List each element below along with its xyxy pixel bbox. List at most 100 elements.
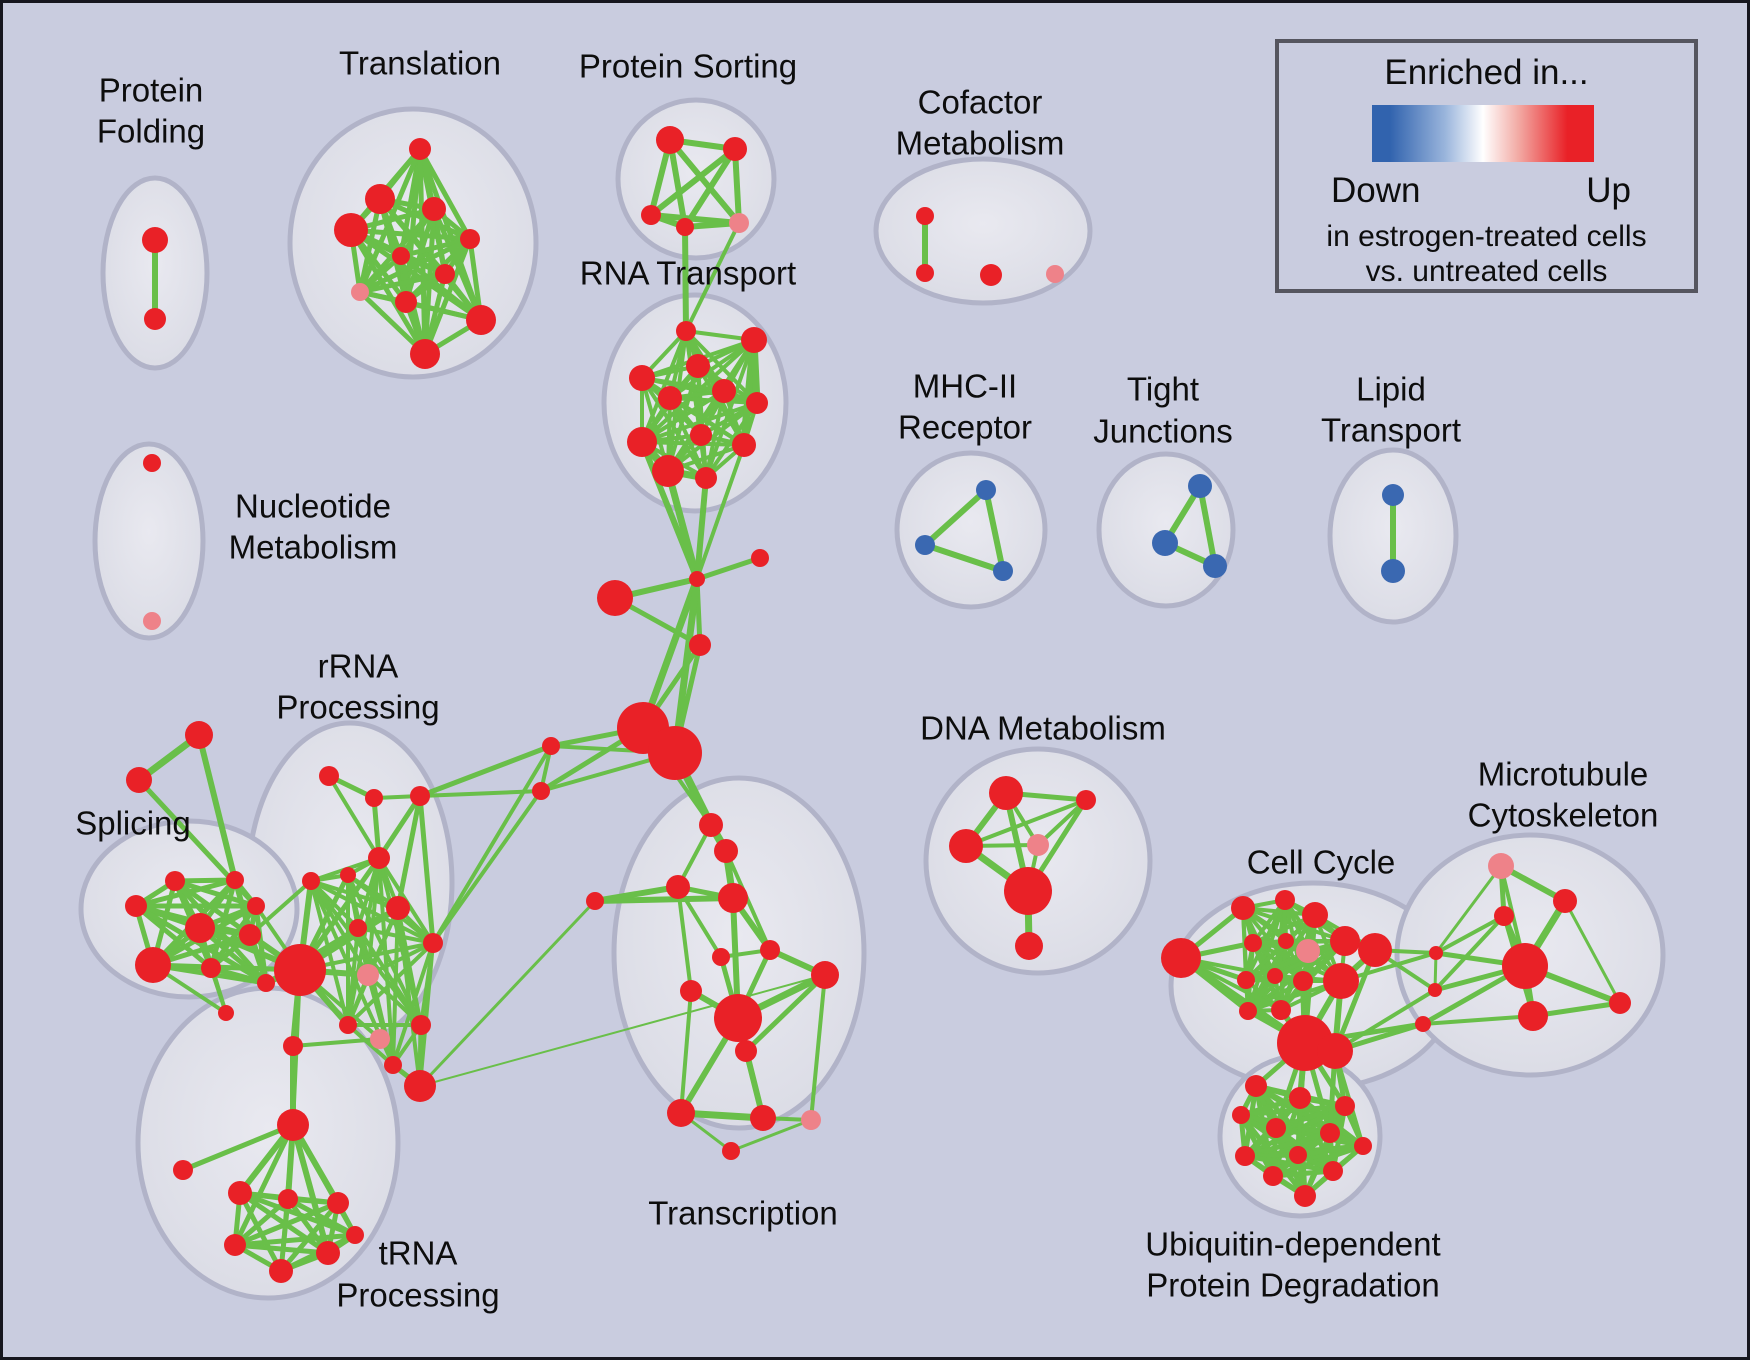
node-128 [1488, 853, 1514, 879]
node-137 [1245, 1075, 1267, 1097]
node-92 [811, 961, 839, 989]
edge [694, 475, 709, 582]
edge [431, 789, 543, 945]
node-86 [648, 726, 702, 780]
node-81 [224, 1234, 246, 1256]
edge [356, 926, 435, 945]
node-7 [392, 247, 410, 265]
node-106 [1076, 790, 1096, 810]
edge [664, 467, 701, 583]
node-15 [641, 205, 661, 225]
node-110 [1015, 932, 1043, 960]
cluster-label-cofactor-metabolism-line1: Cofactor [918, 84, 1043, 121]
node-4 [422, 197, 446, 221]
node-124 [1239, 1002, 1257, 1020]
node-112 [1231, 896, 1255, 920]
node-118 [1330, 926, 1360, 956]
node-147 [1323, 1161, 1343, 1181]
node-116 [1278, 933, 1294, 949]
edge [395, 793, 423, 911]
node-45 [126, 767, 152, 793]
cluster-label-ubiquitin-dependent-protein-degradation-line2: Protein Degradation [1146, 1267, 1440, 1304]
node-102 [751, 549, 769, 567]
edge [1197, 483, 1218, 569]
node-127 [1317, 1033, 1353, 1069]
edge [422, 236, 473, 357]
edge [396, 906, 422, 1088]
node-21 [1046, 265, 1064, 283]
node-111 [1161, 938, 1201, 978]
node-10 [395, 291, 417, 313]
node-29 [690, 424, 712, 446]
node-84 [346, 1226, 364, 1244]
edge [592, 895, 736, 904]
cluster-label-tight-junctions-line1: Tight [1127, 371, 1199, 408]
edge [419, 974, 826, 1087]
node-135 [1428, 983, 1442, 997]
edge [1332, 947, 1378, 1054]
node-38 [1152, 530, 1178, 556]
cluster-label-rrna-processing-line1: rRNA [318, 648, 399, 685]
node-13 [656, 126, 684, 154]
node-90 [718, 883, 748, 913]
edge [208, 903, 259, 971]
node-96 [735, 1040, 757, 1062]
node-108 [1027, 834, 1049, 856]
node-64 [274, 944, 326, 996]
node-2 [409, 138, 431, 160]
edge [1270, 1168, 1336, 1179]
edge [418, 789, 543, 798]
cluster-label-transcription-line1: Transcription [648, 1195, 838, 1232]
node-91 [760, 940, 780, 960]
edge [1433, 914, 1506, 992]
edge [196, 732, 238, 883]
node-95 [714, 994, 762, 1042]
node-42 [143, 454, 161, 472]
node-50 [185, 913, 215, 943]
node-5 [334, 213, 368, 247]
cluster-label-protein-sorting-line1: Protein Sorting [579, 48, 797, 85]
node-60 [340, 867, 356, 883]
node-101 [689, 571, 705, 587]
node-123 [1323, 963, 1359, 999]
edge [232, 1232, 358, 1248]
node-57 [365, 789, 383, 807]
node-113 [1275, 890, 1295, 910]
node-76 [277, 1109, 309, 1141]
node-122 [1293, 971, 1313, 991]
node-9 [351, 283, 369, 301]
edge [285, 1196, 358, 1238]
node-83 [269, 1259, 293, 1283]
node-12 [410, 339, 440, 369]
node-23 [741, 327, 767, 353]
node-17 [729, 213, 749, 233]
edge [922, 542, 1006, 574]
edge [366, 941, 435, 977]
cluster-bubble-nucleotide-metabolism [92, 441, 206, 641]
node-52 [201, 958, 221, 978]
cluster-label-cofactor-metabolism-line2: Metabolism [896, 125, 1065, 162]
node-39 [1203, 554, 1227, 578]
edge [232, 1196, 291, 1248]
node-47 [125, 895, 147, 917]
edge [290, 1122, 358, 1238]
edge [1434, 864, 1503, 955]
node-138 [1289, 1087, 1311, 1109]
node-55 [257, 974, 275, 992]
node-36 [993, 561, 1013, 581]
node-48 [165, 871, 185, 891]
edge [357, 253, 404, 295]
edge [391, 941, 435, 1067]
node-115 [1244, 934, 1262, 952]
node-26 [658, 386, 682, 410]
cluster-label-translation-line1: Translation [339, 45, 501, 82]
edge [640, 329, 688, 444]
node-79 [278, 1189, 298, 1209]
cluster-label-protein-folding-line1: Protein [99, 72, 204, 109]
node-58 [410, 786, 430, 806]
legend-down-label: Down [1331, 171, 1421, 210]
edge [232, 1122, 296, 1248]
node-32 [732, 433, 756, 457]
node-72 [283, 1036, 303, 1056]
edge [732, 146, 742, 226]
